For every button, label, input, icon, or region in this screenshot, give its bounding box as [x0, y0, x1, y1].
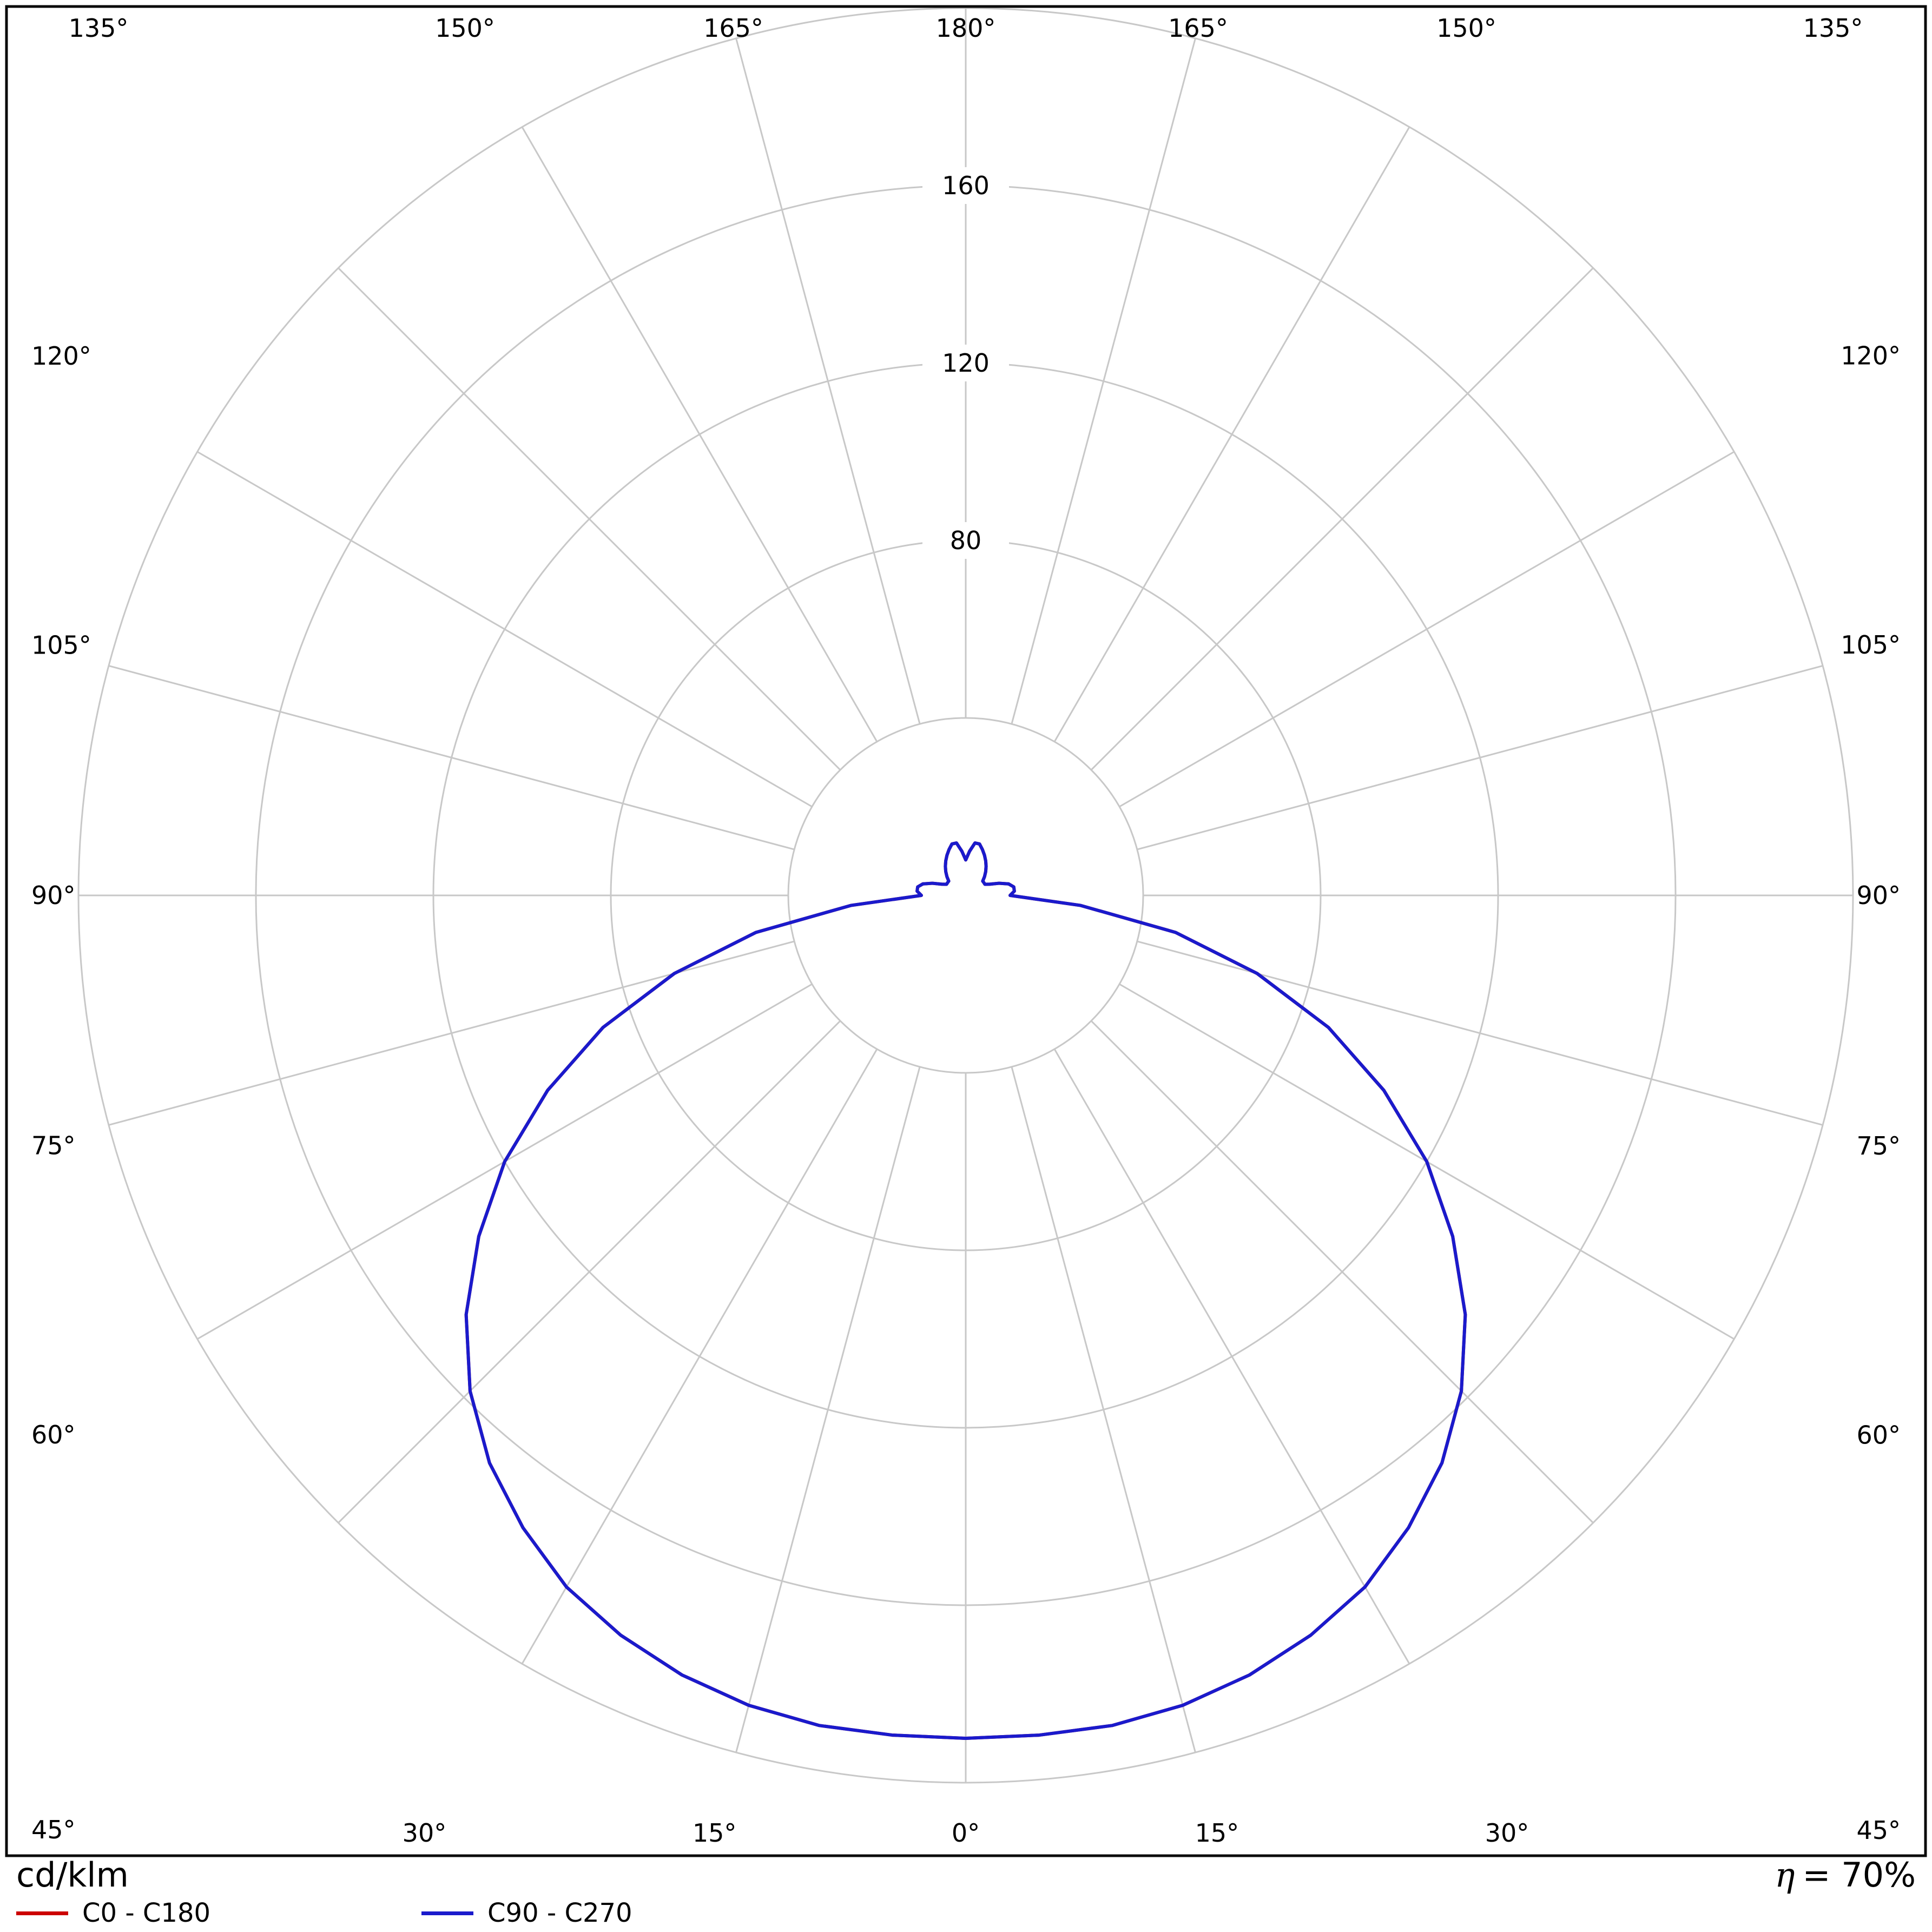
footer-row: cd/klm η = 70% — [0, 1858, 1932, 1893]
svg-text:105°: 105° — [31, 630, 91, 660]
svg-text:45°: 45° — [1856, 1816, 1901, 1845]
legend-label-c0-c180: C0 - C180 — [82, 1898, 211, 1928]
svg-text:120°: 120° — [1841, 341, 1901, 370]
c90-c270-curve — [464, 841, 1467, 1740]
eta-value: = 70% — [1802, 1855, 1916, 1895]
svg-text:30°: 30° — [1485, 1818, 1529, 1848]
svg-text:15°: 15° — [693, 1818, 737, 1848]
svg-text:120°: 120° — [31, 341, 91, 371]
svg-text:15°: 15° — [1195, 1818, 1239, 1848]
svg-text:135°: 135° — [1803, 14, 1863, 43]
svg-text:180°: 180° — [936, 14, 996, 43]
eta-symbol: η — [1775, 1855, 1795, 1895]
legend-item-c90-c270: C90 - C270 — [421, 1898, 632, 1928]
intensity-curves — [464, 841, 1467, 1740]
svg-text:0°: 0° — [952, 1818, 980, 1848]
chart-frame — [5, 5, 1927, 1857]
blue-line-swatch-icon — [421, 1911, 474, 1915]
svg-text:80: 80 — [950, 526, 982, 555]
svg-text:90°: 90° — [1856, 881, 1901, 910]
red-line-swatch-icon — [16, 1911, 68, 1915]
svg-text:165°: 165° — [1168, 14, 1228, 43]
svg-text:60°: 60° — [31, 1420, 76, 1449]
svg-text:105°: 105° — [1841, 630, 1901, 660]
svg-text:120: 120 — [942, 348, 990, 378]
svg-text:75°: 75° — [31, 1131, 76, 1160]
polar-grid — [77, 7, 1854, 1784]
radial-tick-labels: 80 120 160 — [922, 167, 1009, 559]
chart-footer: cd/klm η = 70% C0 - C180 C90 - C270 — [0, 1858, 1932, 1932]
legend-item-c0-c180: C0 - C180 — [16, 1898, 210, 1928]
svg-text:90°: 90° — [31, 881, 76, 910]
legend: C0 - C180 C90 - C270 — [0, 1898, 1932, 1928]
svg-text:160: 160 — [942, 171, 990, 200]
legend-label-c90-c270: C90 - C270 — [487, 1898, 632, 1928]
svg-text:135°: 135° — [69, 14, 129, 43]
svg-text:30°: 30° — [403, 1818, 447, 1848]
angle-labels: 0° 15° 15° 30° 30° 45° 45° 60° 60° 75° 75° 90° 90° 10… — [31, 14, 1901, 1848]
svg-text:75°: 75° — [1856, 1131, 1901, 1160]
svg-text:165°: 165° — [703, 14, 763, 43]
unit-label: cd/klm — [16, 1855, 129, 1895]
svg-text:150°: 150° — [435, 14, 495, 43]
svg-text:45°: 45° — [31, 1815, 76, 1844]
svg-text:150°: 150° — [1436, 14, 1496, 43]
svg-text:60°: 60° — [1856, 1421, 1901, 1450]
efficiency-label: η = 70% — [1775, 1858, 1916, 1893]
